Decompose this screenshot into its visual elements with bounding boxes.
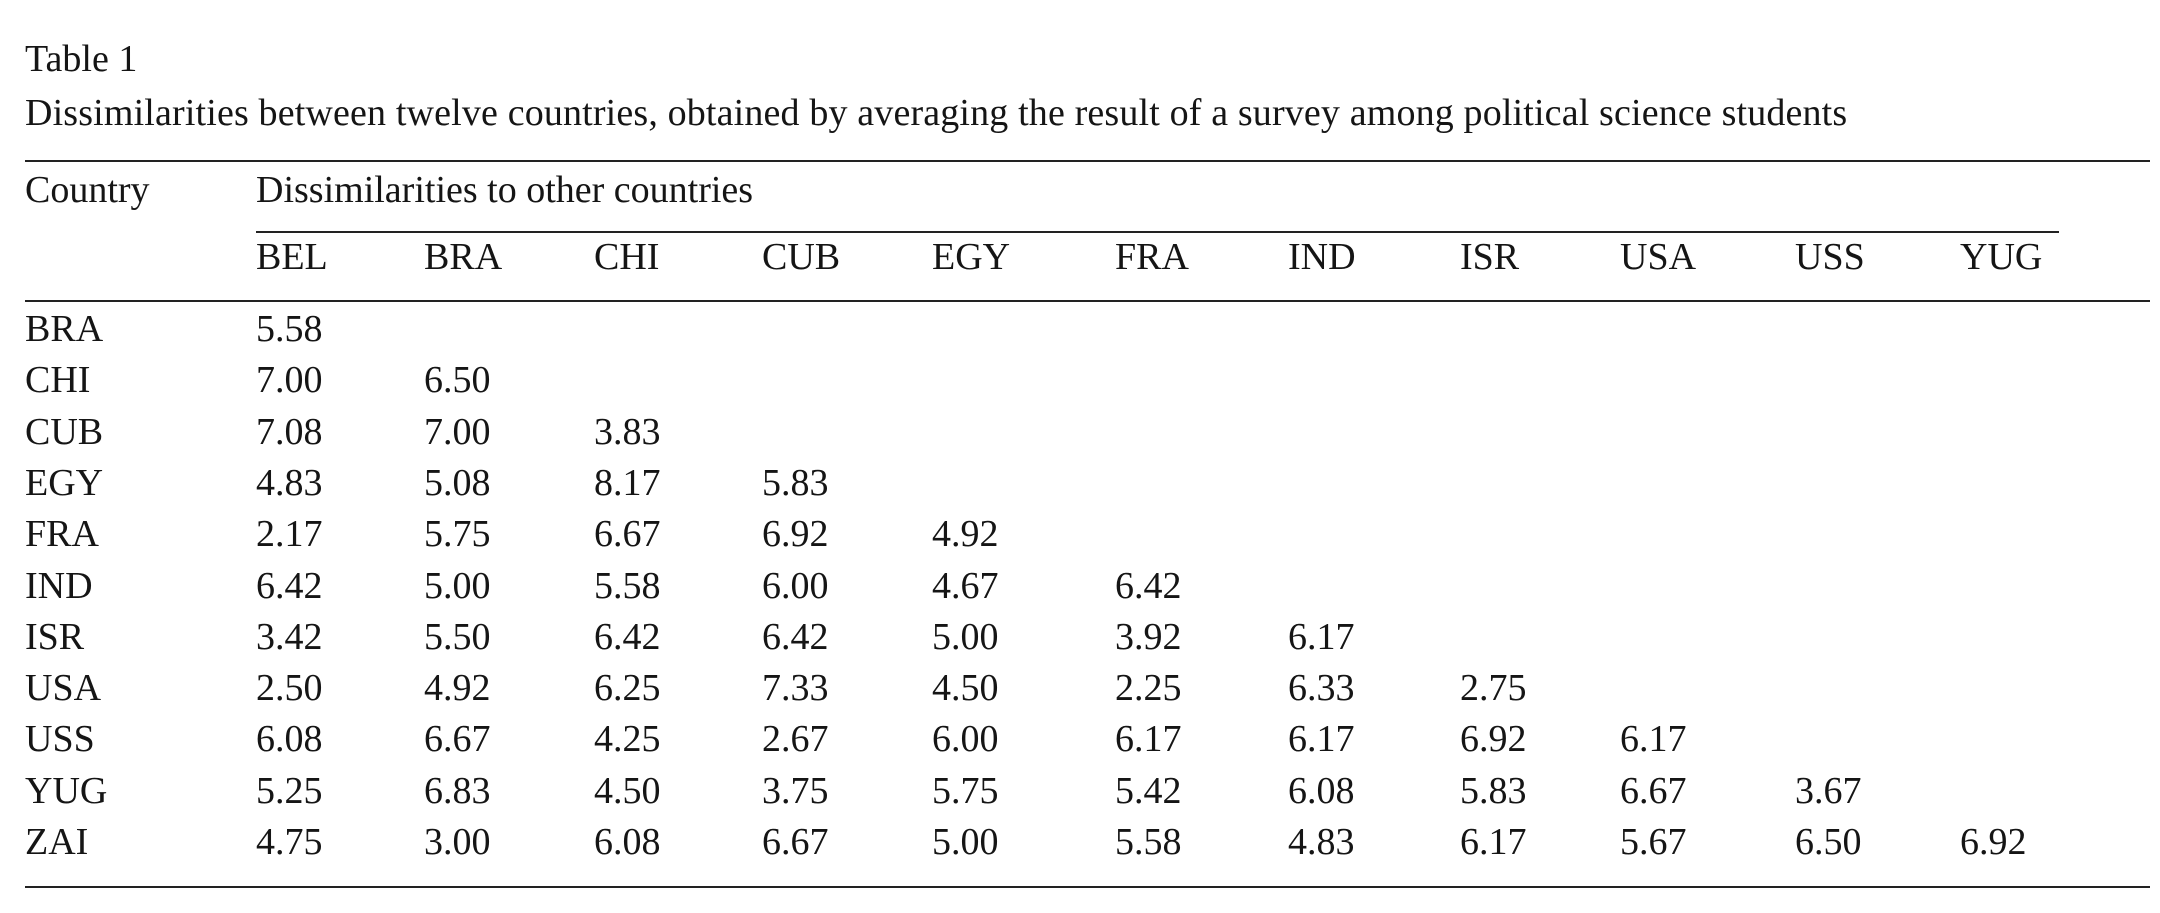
column-header: EGY <box>932 236 1011 278</box>
table-cell: 5.08 <box>424 462 491 504</box>
table-cell: 6.42 <box>594 616 661 658</box>
table-cell: 3.00 <box>424 821 491 863</box>
table-cell: 2.75 <box>1460 667 1527 709</box>
table-cell: 3.83 <box>594 411 661 453</box>
table-cell: 4.83 <box>1288 821 1355 863</box>
row-country-label: CUB <box>25 411 104 453</box>
table-cell: 6.50 <box>1795 821 1862 863</box>
column-header: CHI <box>594 236 660 278</box>
table-cell: 6.83 <box>424 770 491 812</box>
row-country-label: IND <box>25 565 93 607</box>
table-cell: 4.92 <box>424 667 491 709</box>
row-country-label: EGY <box>25 462 104 504</box>
table-cell: 6.67 <box>1620 770 1687 812</box>
spanner-rule <box>256 231 2059 233</box>
table-cell: 6.50 <box>424 359 491 401</box>
table-cell: 5.58 <box>1115 821 1182 863</box>
table-cell: 6.92 <box>1960 821 2027 863</box>
table-caption-text: Dissimilarities between twelve countries… <box>25 92 1848 134</box>
table-cell: 7.33 <box>762 667 829 709</box>
table-cell: 2.50 <box>256 667 323 709</box>
row-country-label: CHI <box>25 359 91 401</box>
table-cell: 7.08 <box>256 411 323 453</box>
column-header: FRA <box>1115 236 1189 278</box>
column-header: USS <box>1795 236 1865 278</box>
table-bottom-rule <box>25 886 2150 888</box>
table-cell: 5.58 <box>256 308 323 350</box>
table-cell: 5.83 <box>762 462 829 504</box>
table-cell: 3.42 <box>256 616 323 658</box>
table-cell: 3.92 <box>1115 616 1182 658</box>
table-cell: 6.08 <box>256 718 323 760</box>
table-top-rule <box>25 160 2150 162</box>
table-cell: 4.50 <box>594 770 661 812</box>
table-cell: 5.00 <box>932 616 999 658</box>
table-cell: 6.25 <box>594 667 661 709</box>
table-cell: 6.00 <box>932 718 999 760</box>
table-cell: 6.17 <box>1115 718 1182 760</box>
table-cell: 3.67 <box>1795 770 1862 812</box>
column-header: CUB <box>762 236 841 278</box>
row-country-label: ZAI <box>25 821 89 863</box>
table-cell: 6.42 <box>256 565 323 607</box>
column-header: BEL <box>256 236 328 278</box>
table-cell: 6.00 <box>762 565 829 607</box>
table-cell: 5.67 <box>1620 821 1687 863</box>
row-country-label: BRA <box>25 308 104 350</box>
table-cell: 5.75 <box>932 770 999 812</box>
table-cell: 6.17 <box>1460 821 1527 863</box>
table-caption-label: Table 1 <box>25 38 138 80</box>
table-cell: 4.83 <box>256 462 323 504</box>
table-cell: 6.92 <box>1460 718 1527 760</box>
row-country-label: USS <box>25 718 95 760</box>
table-cell: 7.00 <box>424 411 491 453</box>
table-cell: 5.50 <box>424 616 491 658</box>
table-cell: 4.75 <box>256 821 323 863</box>
table-cell: 6.17 <box>1620 718 1687 760</box>
table-cell: 6.42 <box>1115 565 1182 607</box>
column-header: USA <box>1620 236 1697 278</box>
table-cell: 6.67 <box>762 821 829 863</box>
row-country-label: FRA <box>25 513 99 555</box>
column-header: ISR <box>1460 236 1520 278</box>
table-cell: 5.42 <box>1115 770 1182 812</box>
table-cell: 5.00 <box>424 565 491 607</box>
row-country-label: ISR <box>25 616 85 658</box>
row-header-label: Country <box>25 169 150 211</box>
column-header: BRA <box>424 236 503 278</box>
table-cell: 5.25 <box>256 770 323 812</box>
table-cell: 2.67 <box>762 718 829 760</box>
table-cell: 5.83 <box>1460 770 1527 812</box>
table-cell: 4.67 <box>932 565 999 607</box>
table-cell: 6.08 <box>594 821 661 863</box>
table-cell: 4.92 <box>932 513 999 555</box>
table-cell: 6.67 <box>594 513 661 555</box>
table-cell: 6.17 <box>1288 616 1355 658</box>
table-cell: 5.00 <box>932 821 999 863</box>
table-cell: 7.00 <box>256 359 323 401</box>
table-cell: 4.25 <box>594 718 661 760</box>
table-cell: 6.67 <box>424 718 491 760</box>
table-cell: 6.33 <box>1288 667 1355 709</box>
table-cell: 8.17 <box>594 462 661 504</box>
table-cell: 6.17 <box>1288 718 1355 760</box>
table-cell: 6.08 <box>1288 770 1355 812</box>
table-cell: 6.92 <box>762 513 829 555</box>
table-cell: 2.25 <box>1115 667 1182 709</box>
table-cell: 2.17 <box>256 513 323 555</box>
column-header: YUG <box>1960 236 2043 278</box>
table-cell: 5.75 <box>424 513 491 555</box>
table-cell: 4.50 <box>932 667 999 709</box>
table-cell: 6.42 <box>762 616 829 658</box>
table-cell: 5.58 <box>594 565 661 607</box>
column-header: IND <box>1288 236 1356 278</box>
column-spanner-label: Dissimilarities to other countries <box>256 169 754 211</box>
header-bottom-rule <box>25 300 2150 302</box>
row-country-label: YUG <box>25 770 108 812</box>
row-country-label: USA <box>25 667 102 709</box>
table-cell: 3.75 <box>762 770 829 812</box>
